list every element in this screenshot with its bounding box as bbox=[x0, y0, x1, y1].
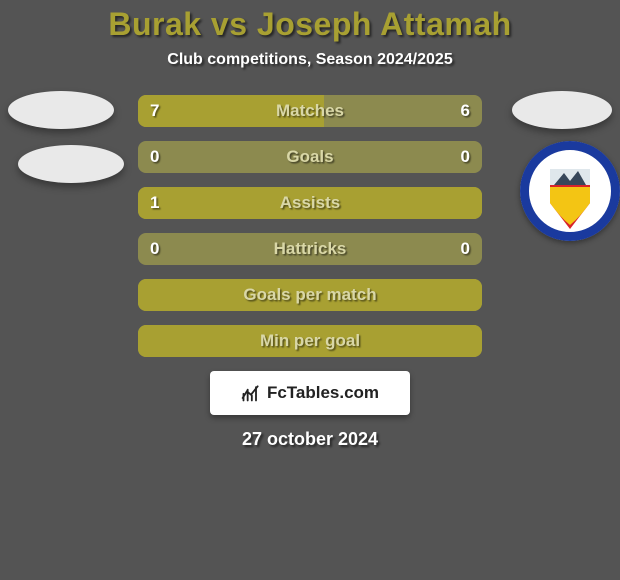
club-logo-kayserispor: AYSERISPO K S bbox=[520, 141, 620, 241]
logo-letter-s: S bbox=[600, 184, 611, 201]
stat-rows: 7 Matches 6 0 Goals 0 1 Assists 0 Hattricks 0 Goals… bbox=[138, 95, 482, 357]
stat-label: Hattricks bbox=[274, 239, 347, 259]
stat-row: 7 Matches 6 bbox=[138, 95, 482, 127]
stat-label: Min per goal bbox=[260, 331, 360, 351]
brand-chart-icon bbox=[241, 383, 261, 403]
comparison-card: Burak vs Joseph Attamah Club competition… bbox=[0, 0, 620, 580]
player-right-badge bbox=[512, 91, 612, 129]
brand-text: FcTables.com bbox=[267, 383, 379, 403]
stat-label: Goals per match bbox=[243, 285, 376, 305]
player-left-avatar bbox=[8, 91, 114, 129]
subtitle: Club competitions, Season 2024/2025 bbox=[167, 51, 452, 69]
stat-row: 0 Goals 0 bbox=[138, 141, 482, 173]
stat-row: 1 Assists bbox=[138, 187, 482, 219]
stat-left-value: 1 bbox=[150, 193, 159, 213]
player-left-avatar-secondary bbox=[18, 145, 124, 183]
stat-label: Goals bbox=[286, 147, 333, 167]
brand-box: FcTables.com bbox=[210, 371, 410, 415]
stat-left-value: 7 bbox=[150, 101, 159, 121]
stat-left-value: 0 bbox=[150, 147, 159, 167]
date-text: 27 october 2024 bbox=[242, 429, 378, 450]
logo-letter-k: K bbox=[530, 184, 542, 201]
stat-row: Min per goal bbox=[138, 325, 482, 357]
stat-label: Matches bbox=[276, 101, 344, 121]
stat-left-value: 0 bbox=[150, 239, 159, 259]
stat-label: Assists bbox=[280, 193, 340, 213]
page-title: Burak vs Joseph Attamah bbox=[108, 6, 511, 43]
stat-row: Goals per match bbox=[138, 279, 482, 311]
stat-row: 0 Hattricks 0 bbox=[138, 233, 482, 265]
stat-right-value: 6 bbox=[461, 101, 470, 121]
stats-area: AYSERISPO K S 7 Matches 6 0 Goals 0 1 Assists 0 H… bbox=[0, 95, 620, 357]
stat-right-value: 0 bbox=[461, 239, 470, 259]
stat-right-value: 0 bbox=[461, 147, 470, 167]
